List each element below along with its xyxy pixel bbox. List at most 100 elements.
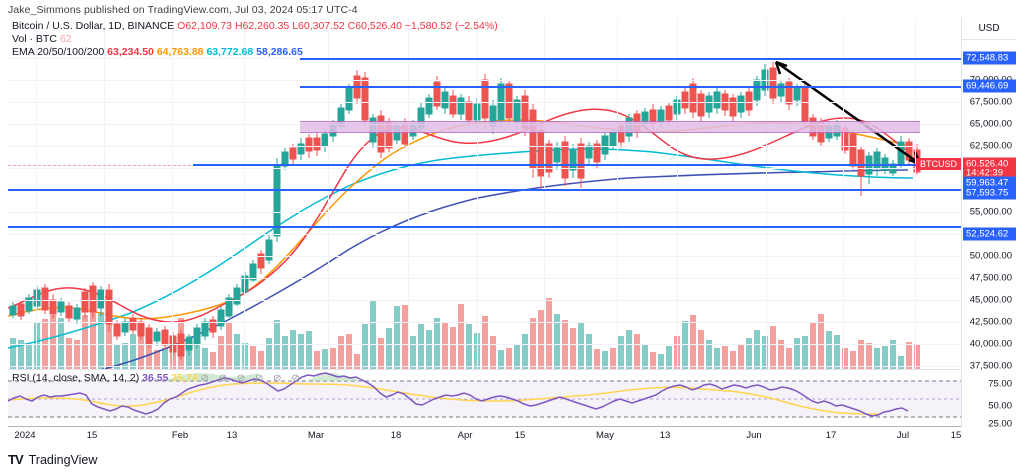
time-axis-label: 18 [390, 430, 402, 441]
grid-line-horizontal [8, 366, 961, 367]
legend-volume-row: Vol · BTC 62 [12, 33, 498, 46]
time-axis-label: 15 [950, 430, 962, 441]
legend-ohlc-row: Bitcoin / U.S. Dollar, 1D, BINANCE O62,1… [12, 20, 498, 33]
time-axis-label: Feb [171, 430, 189, 441]
legend-ema-row: EMA 20/50/100/200 63,234.50 64,763.88 63… [12, 46, 498, 59]
rsi-legend-na-glyphs: ⊘ ⊘ ⊘ ⊘ ⊘ ⊘ [200, 373, 304, 384]
axis-level-label: 72,548.83 [963, 51, 1016, 65]
ohlc-candles [9, 62, 921, 360]
axis-level-label: 59,963.47 [963, 176, 1016, 190]
ema20-line [8, 108, 913, 323]
rsi-pane[interactable]: RSI (14, close, SMA, 14, 2) 36.55 35.74 … [8, 371, 961, 427]
level-line-57593[interactable] [8, 189, 961, 191]
axis-countdown-label: 14:42:39 [963, 166, 1016, 180]
currency-label: USD [962, 18, 1016, 40]
legend-close-value: 60,526.40 [355, 20, 402, 32]
grid-line-vertical [104, 18, 105, 369]
axis-price-label: 50,000.00 [969, 250, 1012, 262]
legend-ema50-value: 64,763.88 [156, 46, 204, 58]
chart-legend: Bitcoin / U.S. Dollar, 1D, BINANCE O62,1… [12, 20, 498, 59]
grid-line-horizontal [8, 300, 961, 301]
price-pane[interactable]: Bitcoin / U.S. Dollar, 1D, BINANCE O62,1… [8, 18, 961, 370]
rsi-line [8, 372, 909, 417]
rsi-sma-line [8, 382, 881, 415]
grid-line-horizontal [8, 234, 961, 235]
grid-line-vertical [477, 18, 478, 369]
time-axis-label: 2024 [14, 430, 36, 441]
legend-open-label: O [177, 20, 186, 32]
time-axis-label: Mar [307, 430, 325, 441]
tradingview-footer: TV TradingView [8, 452, 97, 467]
axis-level-label: 69,446.69 [963, 79, 1016, 93]
level-line-69446[interactable] [300, 86, 961, 88]
grid-line-vertical [843, 18, 844, 369]
axis-price-label: 55,000.00 [969, 206, 1012, 218]
grid-line-vertical [36, 18, 37, 369]
axis-price-label: 40,000.00 [969, 338, 1012, 350]
rsi-overbought-fill [308, 373, 358, 381]
legend-ema200-value: 58,286.65 [256, 46, 303, 58]
legend-volume-value: 62 [59, 33, 72, 45]
grid-line-vertical [617, 18, 618, 369]
rsi-legend-value: 36.55 [142, 372, 169, 384]
rsi-legend: RSI (14, close, SMA, 14, 2) 36.55 35.74 … [12, 372, 303, 384]
time-axis-label: Jun [746, 430, 762, 441]
axis-rsi-label: 50.00 [988, 400, 1012, 412]
axis-level-label: 57,593.75 [963, 186, 1016, 200]
legend-volume-label[interactable]: Vol · BTC [12, 33, 57, 45]
legend-ema20-value: 63,234.50 [107, 46, 154, 58]
axis-price-label: 42,500.00 [969, 316, 1012, 328]
time-axis-label: 13 [226, 430, 238, 441]
price-axis[interactable]: USD 72,548.83 70,000.00 69,446.69 67,500… [961, 18, 1016, 430]
axis-price-label: 47,500.00 [969, 272, 1012, 284]
rsi-overbought-fill [168, 373, 258, 381]
ema50-line [8, 119, 913, 320]
axis-level-label: 52,524.62 [963, 227, 1016, 241]
legend-low-label: L [292, 20, 299, 32]
axis-price-label: 37,500.00 [969, 360, 1012, 372]
grid-line-vertical [677, 18, 678, 369]
legend-ema-label[interactable]: EMA 20/50/100/200 [12, 46, 105, 58]
time-axis-label: Apr [457, 430, 473, 441]
legend-ema100-value: 63,772.68 [206, 46, 254, 58]
axis-rsi-label: 25.00 [988, 418, 1012, 430]
publisher-byline: Jake_Simmons published on TradingView.co… [8, 4, 358, 16]
grid-line-vertical [172, 18, 173, 369]
grid-line-horizontal [8, 256, 961, 257]
legend-open-value: 62,109.73 [185, 20, 233, 32]
grid-line-vertical [244, 18, 245, 369]
grid-line-vertical [408, 18, 409, 369]
legend-high-value: 62,260.35 [242, 20, 290, 32]
axis-rsi-label: 75.00 [988, 378, 1012, 390]
time-axis-label: 15 [86, 430, 98, 441]
legend-symbol[interactable]: Bitcoin / U.S. Dollar, 1D, BINANCE [12, 20, 175, 32]
grid-line-vertical [544, 18, 545, 369]
volume-bars [10, 298, 920, 369]
level-line-59963[interactable] [193, 164, 961, 166]
grid-line-vertical [328, 18, 329, 369]
grid-line-horizontal [8, 344, 961, 345]
grid-line-vertical [915, 18, 916, 369]
level-line-52524[interactable] [8, 226, 961, 228]
symbol-price-tag[interactable]: BTCUSD [915, 158, 961, 170]
time-axis[interactable]: 2024 15 Feb 13 Mar 18 Apr 15 May 13 Jun … [8, 428, 1016, 443]
axis-price-label: 67,500.00 [969, 96, 1012, 108]
rsi-legend-title[interactable]: RSI (14, close, SMA, 14, 2) [12, 372, 140, 384]
grid-line-horizontal [8, 102, 961, 103]
time-axis-label: May [596, 430, 614, 441]
grid-line-horizontal [8, 168, 961, 169]
axis-price-label: 65,000.00 [969, 118, 1012, 130]
tradingview-brand-label: TradingView [28, 452, 98, 467]
legend-close-label: C [347, 20, 356, 32]
time-axis-label: 15 [514, 430, 526, 441]
legend-high-label: H [234, 20, 243, 32]
grid-line-horizontal [8, 80, 961, 81]
axis-price-label: 45,000.00 [969, 294, 1012, 306]
grid-line-vertical [766, 18, 767, 369]
time-axis-label: Jul [896, 430, 910, 441]
rsi-plot [8, 372, 961, 418]
candlestick-series [8, 60, 922, 369]
level-line-72548[interactable] [300, 58, 961, 60]
supply-zone-band [300, 121, 920, 133]
